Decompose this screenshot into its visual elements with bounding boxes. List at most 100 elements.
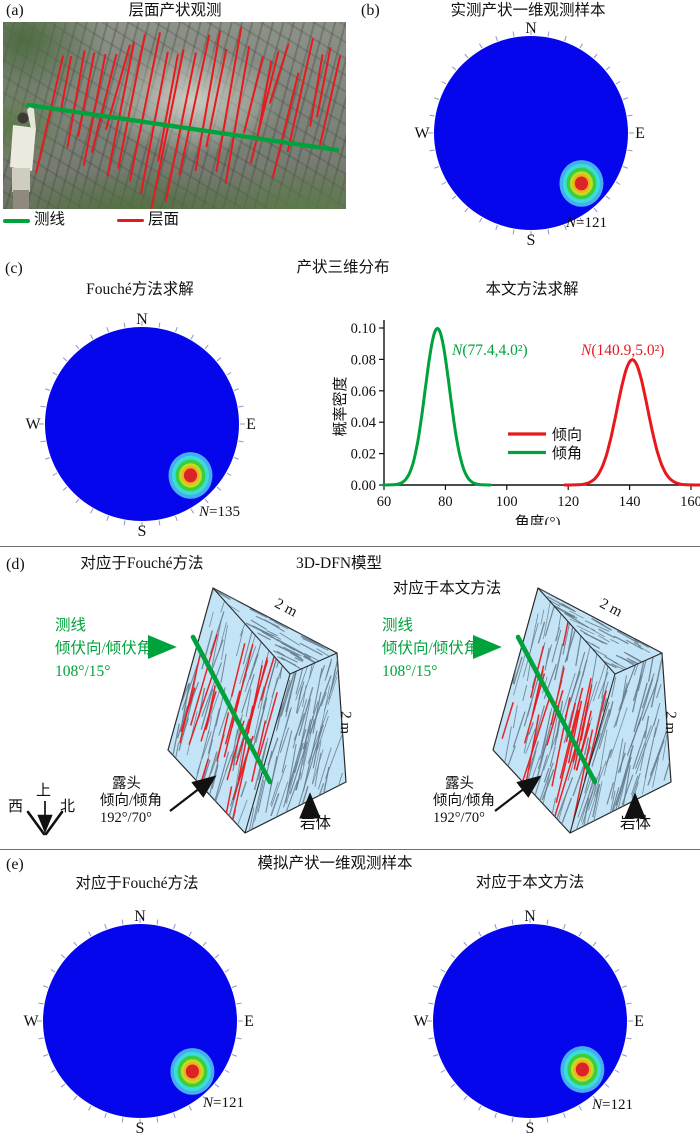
svg-text:W: W (414, 125, 430, 142)
svg-text:倾向: 倾向 (552, 427, 582, 444)
bedding-trace (194, 30, 222, 172)
panel-e-tag: (e) (6, 856, 24, 873)
svg-text:倾角: 倾角 (552, 445, 582, 462)
svg-text:S: S (527, 232, 536, 249)
sample-count-e1-n: N (203, 1095, 214, 1111)
svg-text:160: 160 (680, 494, 700, 510)
compass-north-label: 北 (60, 799, 76, 815)
bedding-trace (117, 34, 146, 169)
svg-text:S: S (138, 523, 147, 540)
svg-text:0.06: 0.06 (351, 384, 376, 400)
fracture-traces-front (503, 588, 612, 833)
svg-text:60: 60 (377, 494, 392, 510)
scanline-label-right-3: 108°/15° (382, 663, 438, 681)
svg-text:N: N (136, 311, 148, 328)
fracture-traces-right (247, 653, 344, 833)
stereonet-disc (45, 327, 239, 521)
bedding-trace (215, 27, 243, 173)
panel-d-right-subtitle: 对应于本文方法 (392, 580, 502, 597)
legend-bedding-swatch (117, 219, 144, 222)
bedding-trace (318, 55, 342, 147)
outcrop-label-left-2: 倾向/倾角 (100, 792, 163, 809)
stereonet-disc (433, 924, 627, 1118)
scale-label-left-side: 2 m (336, 710, 354, 735)
bedding-trace (150, 49, 185, 209)
scanline-label-left-2: 倾伏向/倾伏角 (55, 640, 153, 658)
distribution-annotation: N(140.9,5.0²) (580, 342, 664, 359)
panel-d-tag: (d) (6, 556, 25, 573)
distribution-annotation: N(77.4,4.0²) (451, 342, 528, 359)
outcrop-arrow (494, 775, 542, 812)
svg-text:80: 80 (438, 494, 453, 510)
svg-text:N: N (525, 20, 537, 37)
svg-text:E: E (634, 1013, 644, 1030)
rockmass-label-left: 岩体 (300, 815, 332, 832)
sample-count-e2-value: =121 (602, 1097, 633, 1113)
person-figure (10, 106, 36, 209)
fracture-traces-top (538, 588, 651, 673)
svg-text:0.02: 0.02 (351, 447, 376, 463)
bedding-trace (35, 55, 65, 174)
svg-text:概率密度: 概率密度 (332, 376, 349, 436)
svg-text:0.04: 0.04 (351, 415, 377, 431)
bedding-trace (316, 47, 332, 118)
outcrop-label-left: 露头 倾向/倾角 192°/70° (100, 776, 162, 826)
stereonet-simulated-proposed: N S W E (413, 908, 644, 1136)
outcrop-label-left-3: 192°/70° (100, 809, 152, 826)
outcrop-label-left-1: 露头 (112, 776, 141, 792)
sample-count-e2-n: N (592, 1097, 603, 1113)
panel-d-left-subtitle: 对应于Fouché方法 (80, 555, 204, 572)
divider-cd (0, 546, 700, 547)
sample-count-e2: N=121 (592, 1097, 633, 1114)
bedding-trace (157, 54, 179, 162)
svg-text:120: 120 (557, 494, 579, 510)
bedding-trace (271, 72, 300, 179)
outcrop-label-right-1: 露头 (445, 776, 474, 792)
scanline-label-right-2: 倾伏向/倾伏角 (382, 640, 480, 658)
density-chart-title: 本文方法求解 (485, 281, 579, 298)
scanline-label-left: 测线 倾伏向/倾伏角 108°/15° (55, 614, 152, 684)
density-curve-倾角 (381, 326, 492, 487)
svg-text:W: W (413, 1013, 429, 1030)
density-curve-倾向 (563, 358, 700, 487)
pole-density-hotspot (559, 160, 604, 207)
panel-e-left-subtitle: 对应于Fouché方法 (75, 875, 199, 892)
panel-b-tag: (b) (361, 2, 380, 19)
bedding-trace (106, 42, 136, 177)
sample-count-c: N=135 (199, 504, 240, 521)
panel-a-tag: (a) (6, 2, 24, 19)
panel-a-title: 层面产状观测 (128, 2, 222, 19)
panel-b-title: 实测产状一维观测样本 (450, 2, 606, 19)
svg-text:0.00: 0.00 (351, 478, 376, 494)
bedding-trace (77, 52, 96, 137)
legend-scanline-swatch (3, 219, 30, 223)
svg-text:0.08: 0.08 (351, 352, 376, 368)
svg-text:W: W (23, 1013, 39, 1030)
svg-text:E: E (244, 1013, 254, 1030)
bedding-trace (128, 32, 162, 182)
svg-text:角度(°): 角度(°) (515, 514, 561, 525)
bedding-traces-red (169, 611, 290, 833)
fracture-traces-front (171, 588, 290, 833)
svg-text:E: E (246, 416, 256, 433)
panel-c-left-subtitle: Fouché方法求解 (86, 281, 194, 298)
bedding-trace (224, 46, 251, 184)
density-chart: 60 80 100 120 140 160 0.00 0.02 0.04 0.06 0.08 0.10… (332, 320, 700, 525)
scale-label-left-top: 2 m (271, 595, 300, 621)
svg-text:N: N (134, 908, 146, 925)
divider-de (0, 849, 700, 850)
scanline-photo (25, 102, 340, 153)
bedding-trace (90, 53, 118, 154)
svg-text:W: W (25, 416, 41, 433)
stereonet-disc (434, 36, 628, 230)
scale-label-right-top: 2 m (596, 595, 625, 621)
photo-overlay-lines (10, 27, 342, 209)
bedding-trace (66, 50, 86, 148)
stereonet-fouche-solution: N S W E (25, 311, 256, 540)
pole-density-hotspot (170, 1048, 215, 1095)
svg-text:0.10: 0.10 (351, 321, 376, 337)
panel-e-right-subtitle: 对应于本文方法 (475, 874, 585, 891)
bedding-trace (178, 34, 211, 176)
outcrop-label-right: 露头 倾向/倾角 192°/70° (433, 776, 495, 826)
